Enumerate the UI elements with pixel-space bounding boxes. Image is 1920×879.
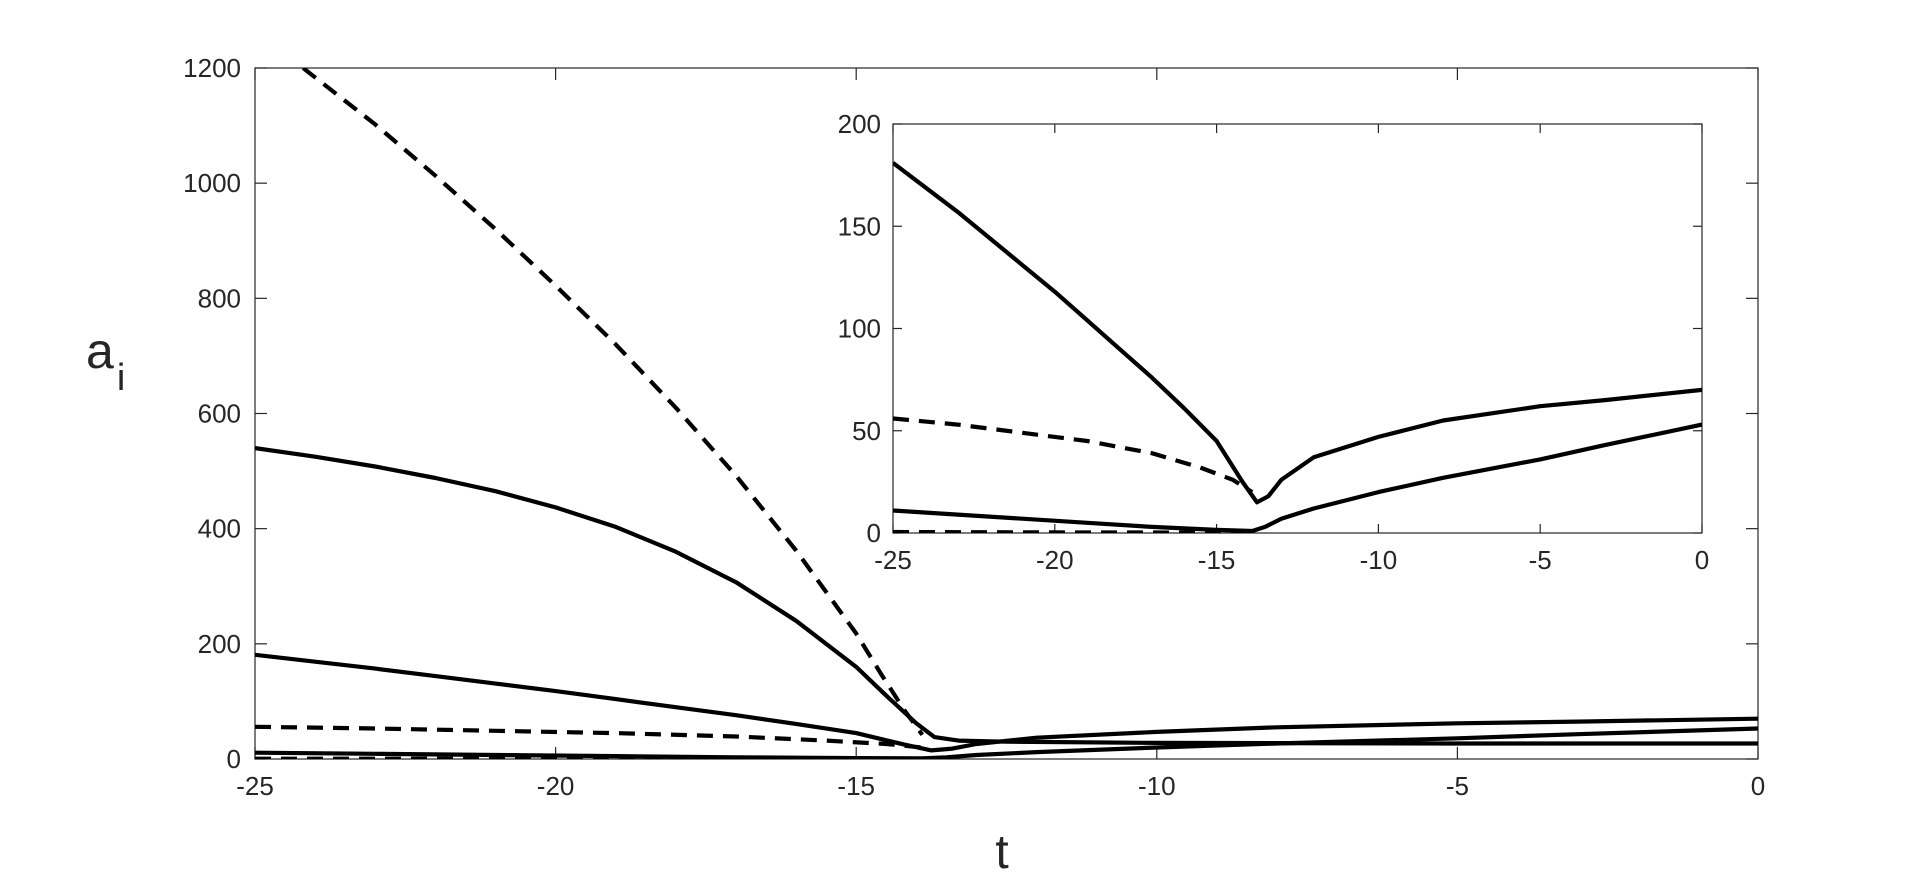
inset-series-2-line xyxy=(893,416,1254,494)
inset-x-tick-label: -10 xyxy=(1360,545,1398,575)
inset-series-4-line xyxy=(893,529,1253,533)
main-series-5-line xyxy=(255,726,1758,759)
inset-plot-frame xyxy=(892,123,1703,534)
main-y-tick-label: 800 xyxy=(198,283,241,313)
inset-series-3-line xyxy=(893,422,1702,533)
main-x-tick-label: -10 xyxy=(1138,771,1176,801)
main-x-tick-label: -25 xyxy=(236,771,274,801)
main-y-tick-label: 600 xyxy=(198,399,241,429)
inset-x-tick-label: 0 xyxy=(1695,545,1709,575)
inset-series-1-line xyxy=(893,161,1702,505)
main-series-4-line xyxy=(255,724,923,750)
inset-y-tick-label: 50 xyxy=(852,416,881,446)
main-x-tick-label: -5 xyxy=(1446,771,1469,801)
main-y-tick-label: 400 xyxy=(198,514,241,544)
inset-y-tick-label: 200 xyxy=(838,109,881,139)
main-x-tick-label: 0 xyxy=(1751,771,1765,801)
x-axis-label: t xyxy=(995,826,1008,879)
main-y-tick-label: 0 xyxy=(227,744,241,774)
main-series-1-line xyxy=(301,68,924,737)
main-y-tick-label: 200 xyxy=(198,629,241,659)
main-y-tick-label: 1000 xyxy=(183,168,241,198)
y-axis-label-main: a xyxy=(86,323,114,379)
inset-x-tick-label: -20 xyxy=(1036,545,1074,575)
y-axis-label: ai xyxy=(86,323,125,399)
inset-x-tick-label: -25 xyxy=(874,545,912,575)
inset-x-tick-label: -15 xyxy=(1198,545,1236,575)
main-x-tick-label: -20 xyxy=(537,771,575,801)
main-y-tick-label: 1200 xyxy=(183,53,241,83)
inset-y-tick-label: 150 xyxy=(838,211,881,241)
main-x-tick-label: -15 xyxy=(837,771,875,801)
inset-y-tick-label: 0 xyxy=(867,518,881,548)
inset-chart: -25 -20 -15 -10 -5 0 0 50 100 150 200 xyxy=(838,109,1710,575)
inset-y-tick-label: 100 xyxy=(838,314,881,344)
y-axis-label-subscript: i xyxy=(117,357,125,399)
inset-x-tick-label: -5 xyxy=(1529,545,1552,575)
main-series-3-line xyxy=(255,652,1758,753)
